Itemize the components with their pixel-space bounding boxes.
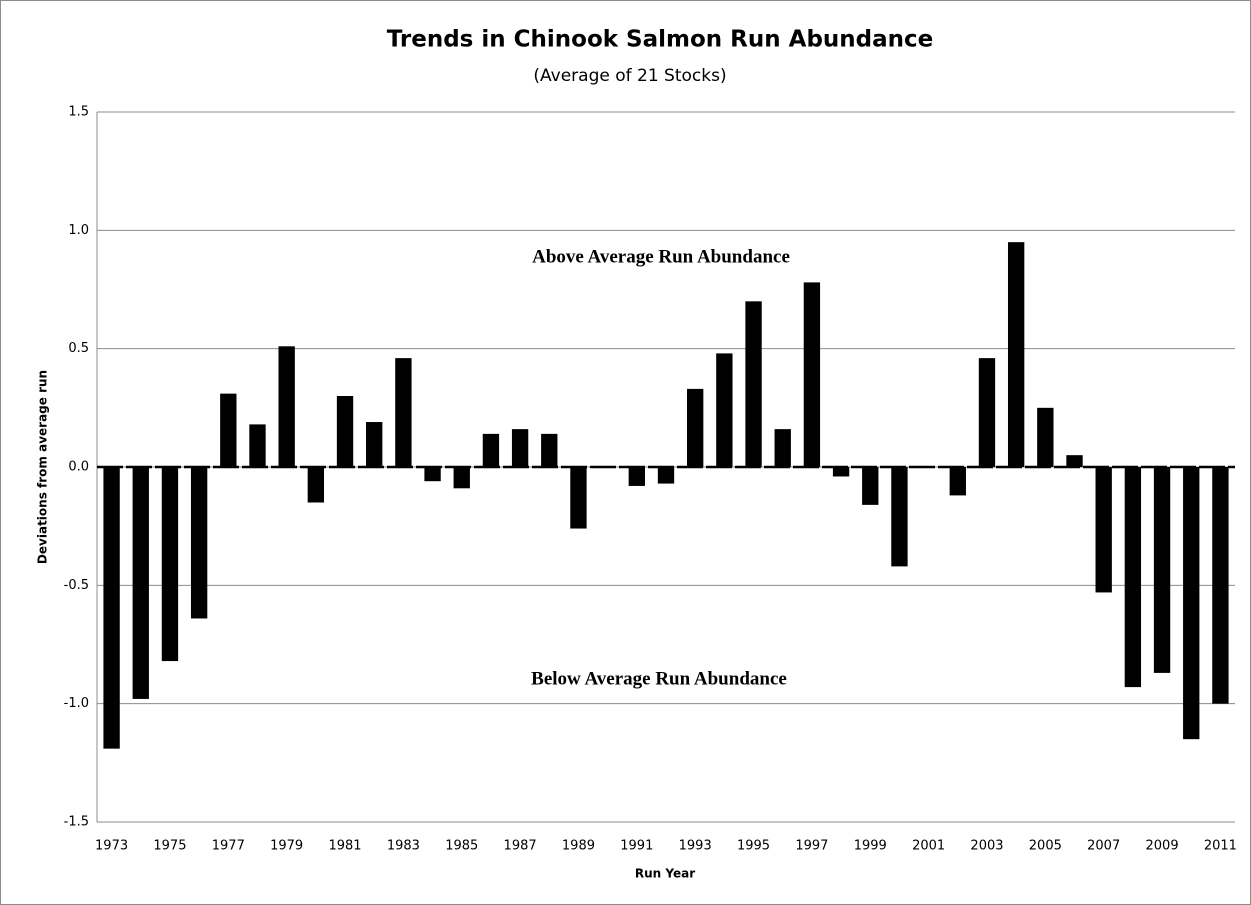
y-tick-label: 1.0: [68, 223, 89, 238]
bar: [687, 388, 704, 467]
x-tick-label: 1995: [737, 839, 770, 854]
x-tick-label: 1997: [795, 839, 828, 854]
chart-title: Trends in Chinook Salmon Run Abundance: [387, 27, 934, 53]
bar: [132, 467, 149, 699]
bar: [891, 467, 908, 567]
bar: [949, 467, 966, 496]
bar: [424, 467, 441, 482]
bar: [745, 301, 762, 467]
bar: [978, 358, 996, 467]
bar: [541, 433, 558, 467]
bar: [1183, 467, 1200, 740]
bar: [1007, 242, 1025, 467]
bar: [366, 422, 383, 467]
bar: [395, 358, 412, 467]
bar: [307, 467, 325, 503]
y-tick-label: 1.5: [68, 105, 89, 120]
x-axis-title: Run Year: [635, 867, 695, 881]
bar: [716, 353, 733, 467]
x-tick-label: 1979: [270, 839, 303, 854]
bar: [1095, 467, 1112, 593]
bar: [1037, 407, 1054, 467]
x-tick-label: 1987: [504, 839, 537, 854]
bar: [1066, 455, 1083, 467]
x-tick-label: 2007: [1087, 839, 1120, 854]
x-tick-label: 1999: [854, 839, 887, 854]
bar: [1212, 467, 1229, 704]
bar: [1153, 467, 1171, 673]
x-tick-label: 1981: [328, 839, 361, 854]
bar: [803, 282, 821, 467]
x-tick-label: 2001: [912, 839, 945, 854]
bar: [453, 467, 470, 489]
x-tick-label: 2003: [970, 839, 1003, 854]
x-tick-label: 1977: [212, 839, 245, 854]
bar: [278, 346, 295, 467]
bar: [1124, 467, 1142, 688]
y-tick-label: -1.0: [64, 696, 89, 711]
annotation: Below Average Run Abundance: [531, 668, 787, 689]
bar: [511, 429, 529, 467]
y-tick-label: 0.0: [68, 460, 89, 475]
bar: [570, 467, 587, 529]
annotation: Above Average Run Abundance: [532, 246, 790, 267]
x-tick-label: 1975: [153, 839, 186, 854]
x-tick-label: 1983: [387, 839, 420, 854]
y-axis-title: Deviations from average run: [36, 370, 50, 564]
x-tick-label: 1989: [562, 839, 595, 854]
bar: [657, 467, 675, 484]
y-tick-label: -0.5: [64, 578, 89, 593]
bar: [774, 429, 791, 467]
bar: [161, 467, 179, 662]
bar: [628, 467, 645, 486]
bar: [249, 424, 266, 467]
y-tick-label: 0.5: [68, 341, 89, 356]
bar: [103, 467, 120, 749]
bar: [220, 393, 237, 467]
x-tick-label: 1985: [445, 839, 478, 854]
bar: [862, 467, 879, 505]
bar: [482, 433, 500, 467]
x-tick-label: 2011: [1204, 839, 1237, 854]
bar: [336, 396, 354, 467]
x-tick-label: 1993: [679, 839, 712, 854]
x-tick-label: 2009: [1146, 839, 1179, 854]
chart-subtitle: (Average of 21 Stocks): [533, 66, 726, 86]
y-tick-label: -1.5: [64, 815, 89, 830]
x-tick-label: 2005: [1029, 839, 1062, 854]
x-tick-label: 1973: [95, 839, 128, 854]
x-tick-label: 1991: [620, 839, 653, 854]
bar: [832, 467, 850, 477]
bar: [190, 467, 208, 619]
